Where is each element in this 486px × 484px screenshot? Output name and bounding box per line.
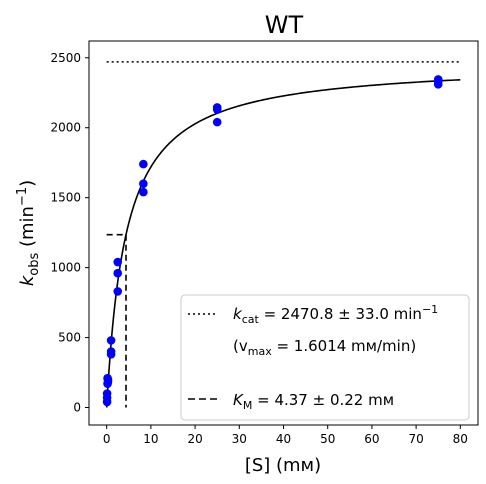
- data-point: [106, 347, 116, 356]
- data-point: [212, 103, 222, 112]
- y-tick-label: 1000: [50, 261, 81, 275]
- data-point: [106, 336, 116, 345]
- x-axis-title: [S] (mм): [245, 455, 321, 476]
- data-point: [139, 159, 148, 169]
- y-axis-title-sub: obs: [27, 253, 42, 276]
- y-axis-title-rest: (min: [17, 206, 38, 253]
- data-point: [212, 117, 222, 127]
- legend-kcat-sub: cat: [242, 313, 260, 326]
- x-tick-label: 80: [453, 432, 468, 446]
- y-axis-title-main: k: [17, 274, 38, 286]
- legend-kcat-label: kcat = 2470.8 ± 33.0 min−1: [233, 303, 438, 326]
- data-point: [103, 375, 113, 384]
- legend-kcat-prefix: k: [233, 305, 243, 323]
- y-tick-label: 0: [73, 401, 81, 415]
- y-tick-label: 2500: [50, 51, 81, 65]
- x-tick-label: 60: [364, 432, 379, 446]
- legend-km-prefix: K: [233, 391, 244, 409]
- legend-km-label: KM = 4.37 ± 0.22 mм: [233, 391, 394, 412]
- x-tick-label: 40: [276, 432, 291, 446]
- y-axis: 0 500 1000 1500 2000 2500: [50, 51, 89, 415]
- data-point: [433, 75, 443, 84]
- legend: kcat = 2470.8 ± 33.0 min−1 (vmax = 1.601…: [180, 294, 470, 421]
- legend-vmax-open: (v: [233, 337, 248, 355]
- data-point: [139, 179, 148, 188]
- plot-area: [102, 61, 461, 408]
- legend-vmax-label: (vmax = 1.6014 mм/min): [233, 337, 416, 358]
- y-tick-label: 2000: [50, 121, 81, 135]
- data-point: [113, 268, 123, 278]
- y-axis-title-sup: −1: [15, 187, 30, 206]
- legend-vmax-sub: max: [248, 345, 272, 358]
- legend-kcat-text: = 2470.8 ± 33.0 min: [259, 305, 422, 323]
- x-tick-label: 0: [103, 432, 111, 446]
- x-tick-label: 30: [232, 432, 247, 446]
- x-axis: 0 10 20 30 40 50 60 70 80: [103, 425, 468, 446]
- data-point: [113, 287, 123, 296]
- data-point: [102, 389, 112, 398]
- x-tick-label: 50: [320, 432, 335, 446]
- legend-vmax-text: = 1.6014 mм/min): [272, 337, 416, 355]
- legend-km-sub: M: [243, 399, 253, 412]
- chart-title: WT: [265, 11, 304, 39]
- legend-box: [180, 294, 470, 421]
- y-tick-label: 500: [58, 331, 81, 345]
- data-point: [113, 257, 123, 267]
- legend-km-text: = 4.37 ± 0.22 mм: [252, 391, 394, 409]
- y-tick-label: 1500: [50, 191, 81, 205]
- y-axis-title: kobs (min−1): [15, 180, 42, 286]
- x-tick-label: 10: [143, 432, 158, 446]
- data-point: [139, 187, 148, 197]
- x-tick-label: 20: [187, 432, 202, 446]
- x-tick-label: 70: [408, 432, 423, 446]
- y-axis-title-close: ): [17, 180, 38, 187]
- legend-kcat-sup: −1: [422, 303, 438, 316]
